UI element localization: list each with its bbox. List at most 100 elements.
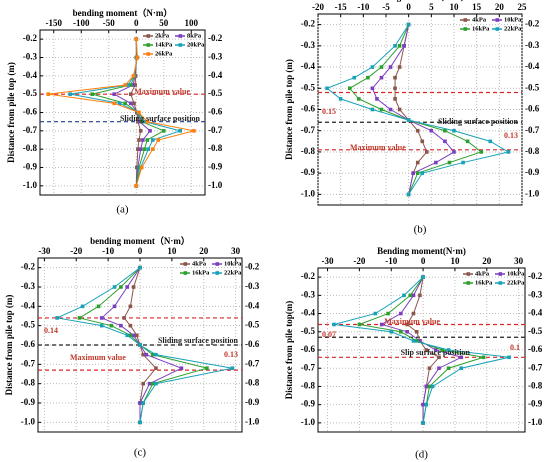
x-tick-label: 0 <box>421 256 426 266</box>
legend-marker <box>495 18 500 22</box>
data-point <box>393 86 397 91</box>
data-point <box>123 101 128 106</box>
legend-label: 22kPa <box>507 279 525 286</box>
data-point <box>370 107 375 112</box>
series-line <box>55 267 233 423</box>
y-tick-label-right: -0.4 <box>525 61 540 71</box>
data-point <box>434 160 438 165</box>
x-axis-title: Bending moment(N·m) <box>377 246 466 256</box>
y-tick-label: -0.9 <box>23 162 38 172</box>
y-tick-label-right: -0.6 <box>245 339 260 349</box>
legend-marker <box>183 271 188 275</box>
data-point <box>421 275 425 279</box>
x-tick-label: 20 <box>199 246 209 256</box>
legend-label: 8kPa <box>187 32 202 39</box>
y-tick-label-right: -0.5 <box>525 82 540 92</box>
series-line <box>326 24 510 195</box>
legend-label: 14kPa <box>155 41 173 48</box>
x-axis-title: bending moment（N·m） <box>90 236 190 246</box>
data-point <box>427 366 432 371</box>
data-point <box>421 421 425 425</box>
legend-marker <box>178 34 183 38</box>
data-point <box>437 366 441 371</box>
caption: (a) <box>116 204 129 216</box>
y-tick-label: -0.6 <box>23 107 38 117</box>
data-point <box>99 316 104 320</box>
legend-marker <box>495 27 500 31</box>
y-tick-label: -0.6 <box>21 339 36 349</box>
legend-label: 20kPa <box>187 41 205 48</box>
data-point <box>161 129 166 133</box>
data-point <box>370 86 375 91</box>
data-point <box>145 138 150 142</box>
data-point <box>112 92 117 96</box>
caption: (c) <box>134 447 147 459</box>
series-line <box>100 267 183 423</box>
legend-marker <box>498 281 503 285</box>
y-tick-label: -0.6 <box>301 104 316 114</box>
y-tick-label: -0.8 <box>301 146 316 156</box>
data-point <box>424 384 429 389</box>
x-tick-label: 20 <box>482 256 492 266</box>
data-point <box>125 333 130 338</box>
data-point <box>414 329 419 334</box>
y-tick-label: -0.9 <box>301 399 316 409</box>
data-point <box>402 44 406 48</box>
y-tick-label-right: -0.2 <box>528 271 543 281</box>
data-point <box>142 119 147 124</box>
data-point <box>406 118 411 122</box>
x-tick-label: 50 <box>159 18 169 28</box>
data-point <box>136 147 140 151</box>
x-tick-label: -10 <box>102 246 114 256</box>
data-point <box>135 55 140 60</box>
annotation: Sliding surface position <box>438 117 519 126</box>
data-point <box>80 304 85 309</box>
legend-marker <box>463 18 468 22</box>
data-point <box>141 381 145 386</box>
data-point <box>154 352 158 357</box>
data-point <box>148 129 152 133</box>
y-tick-label: -0.2 <box>23 33 38 43</box>
x-tick-label: 100 <box>185 18 199 28</box>
data-point <box>397 65 402 69</box>
y-tick-label-right: -0.7 <box>245 358 260 368</box>
y-tick-label-right: -0.7 <box>528 362 543 372</box>
data-point <box>134 37 139 41</box>
annotation: Maximum value <box>134 87 190 96</box>
x-tick-label: 10 <box>450 2 460 12</box>
y-tick-label-right: -0.5 <box>245 320 260 330</box>
y-tick-label-right: -1.0 <box>525 188 540 198</box>
data-point <box>150 138 155 142</box>
data-point <box>459 355 464 360</box>
legend-marker <box>146 34 151 38</box>
legend-marker <box>466 281 471 285</box>
data-point <box>415 128 420 133</box>
data-point <box>128 92 133 96</box>
data-point <box>415 160 420 165</box>
data-point <box>420 139 425 144</box>
data-point <box>123 83 128 87</box>
data-point <box>128 333 133 338</box>
legend-marker <box>215 271 220 275</box>
x-tick-label: -100 <box>73 18 90 28</box>
data-point <box>379 322 384 327</box>
y-axis-title: Distance from pile top (m) <box>4 295 14 396</box>
data-point <box>506 150 511 154</box>
legend-label: 4kPa <box>192 260 207 267</box>
y-tick-label-right: -0.9 <box>245 397 260 407</box>
y-tick-label-right: -0.3 <box>528 289 543 299</box>
data-point <box>134 184 139 188</box>
legend-label: 16kPa <box>475 279 493 286</box>
data-point <box>406 192 411 197</box>
data-point <box>112 101 117 106</box>
data-point <box>389 329 394 334</box>
data-point <box>138 129 143 133</box>
y-tick-label-right: -0.6 <box>528 344 543 354</box>
y-tick-label: -0.4 <box>301 61 316 71</box>
data-point <box>128 323 133 328</box>
annotation: Sliding surface position <box>158 336 239 345</box>
data-point <box>411 293 416 298</box>
y-tick-label-right: -0.9 <box>208 162 223 172</box>
data-point <box>352 75 357 80</box>
data-point <box>424 348 429 352</box>
